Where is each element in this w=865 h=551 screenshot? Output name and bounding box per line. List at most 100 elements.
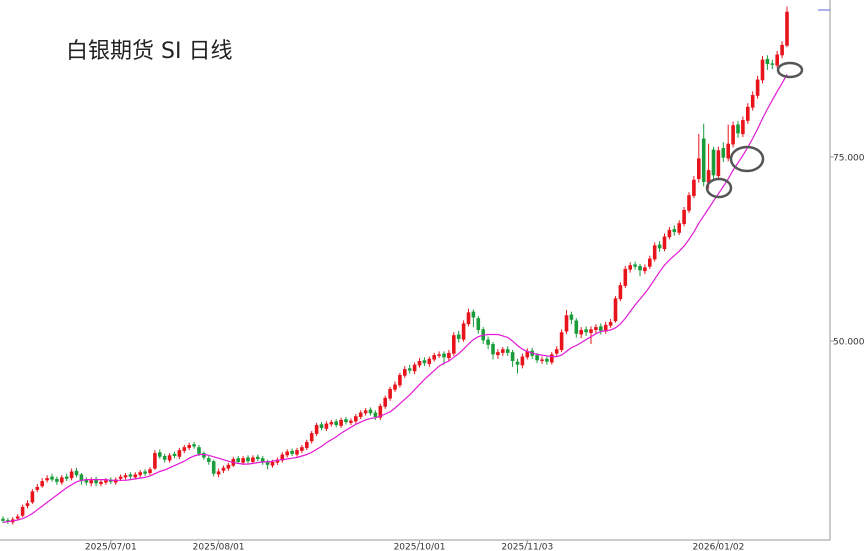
candle-body bbox=[721, 148, 726, 158]
candle-body bbox=[515, 361, 520, 365]
candle-body bbox=[241, 458, 245, 463]
candle-body bbox=[295, 450, 299, 455]
candle-body bbox=[270, 461, 275, 466]
candle-body bbox=[559, 332, 564, 350]
candle-body bbox=[162, 456, 167, 460]
candle-body bbox=[148, 469, 152, 473]
candle-body bbox=[760, 59, 765, 81]
candle-body bbox=[652, 245, 657, 260]
moving-average-line bbox=[2, 74, 788, 523]
candle-body bbox=[373, 412, 378, 417]
candle-body bbox=[775, 54, 779, 66]
candle-body bbox=[716, 150, 721, 177]
candle-body bbox=[290, 450, 294, 454]
candle-body bbox=[45, 478, 49, 481]
candle-body bbox=[128, 474, 133, 477]
candle-body bbox=[398, 374, 402, 386]
candle-body bbox=[354, 416, 358, 422]
candle-body bbox=[667, 229, 672, 238]
candle-body bbox=[30, 491, 35, 503]
candle-body bbox=[427, 358, 432, 364]
candle-body bbox=[35, 486, 40, 490]
candle-body bbox=[574, 320, 579, 334]
candle-body bbox=[638, 265, 642, 271]
candle-body bbox=[672, 229, 677, 233]
candle-body bbox=[177, 450, 182, 457]
candle-body bbox=[564, 315, 569, 332]
candle-body bbox=[358, 412, 363, 417]
candle-body bbox=[746, 106, 750, 121]
candle-body bbox=[765, 58, 770, 65]
candle-body bbox=[407, 368, 412, 371]
candle-body bbox=[692, 179, 696, 196]
candle-body bbox=[123, 475, 128, 478]
candle-body bbox=[309, 433, 314, 442]
candle-body bbox=[633, 264, 637, 267]
candle-body bbox=[319, 424, 324, 429]
x-tick-label: 2026/01/02 bbox=[692, 543, 744, 551]
candle-body bbox=[221, 467, 226, 471]
candle-body bbox=[755, 79, 760, 96]
candle-body bbox=[471, 311, 476, 318]
candle-body bbox=[594, 327, 598, 331]
candle-body bbox=[569, 314, 574, 320]
candle-body bbox=[540, 359, 544, 361]
annotations bbox=[705, 61, 804, 199]
candle-body bbox=[50, 476, 54, 480]
candle-body bbox=[383, 397, 387, 407]
candle-body bbox=[246, 457, 250, 462]
candle-body bbox=[167, 455, 172, 461]
candle-body bbox=[677, 223, 681, 233]
candle-body bbox=[461, 323, 466, 340]
candle-body bbox=[417, 360, 422, 366]
candle-body bbox=[648, 258, 652, 267]
candle-body bbox=[589, 329, 593, 333]
candle-body bbox=[275, 459, 280, 463]
candle-body bbox=[491, 344, 495, 355]
chart-title: 白银期货 SI 日线 bbox=[66, 39, 232, 64]
candle-body bbox=[197, 447, 201, 454]
candle-body bbox=[623, 268, 628, 286]
candle-body bbox=[378, 405, 383, 418]
highlight-circle bbox=[705, 177, 733, 199]
candle-body bbox=[422, 360, 427, 364]
candle-body bbox=[324, 423, 329, 429]
candle-body bbox=[211, 461, 216, 474]
candle-body bbox=[697, 158, 701, 180]
candle-body bbox=[505, 349, 510, 353]
candle-body bbox=[701, 138, 706, 182]
plot-area: 50.000 75.000 2025/07/01 2025/08/01 2025/10/… bbox=[1, 6, 865, 551]
candle-body bbox=[256, 456, 260, 459]
y-tick-label: 50.000 bbox=[833, 338, 865, 348]
candle-body bbox=[550, 354, 554, 363]
candle-body bbox=[368, 409, 373, 414]
candle-body bbox=[158, 452, 162, 457]
candle-body bbox=[74, 470, 79, 476]
candle-body bbox=[300, 447, 304, 451]
candle-body bbox=[260, 458, 265, 463]
y-tick-label: 75.000 bbox=[833, 153, 865, 163]
candle-body bbox=[69, 471, 74, 479]
candle-body bbox=[603, 324, 608, 332]
x-tick-label: 2025/08/01 bbox=[193, 543, 245, 551]
candle-body bbox=[780, 44, 784, 56]
candle-body bbox=[437, 354, 441, 356]
candle-body bbox=[545, 358, 549, 362]
candle-body bbox=[172, 453, 177, 457]
candle-body bbox=[687, 195, 691, 211]
candle-body bbox=[726, 143, 730, 159]
candle-body bbox=[584, 329, 588, 333]
candle-body bbox=[265, 461, 270, 465]
candle-body bbox=[496, 352, 500, 356]
candle-body bbox=[344, 419, 348, 423]
candle-body bbox=[329, 422, 334, 425]
candle-body bbox=[486, 339, 490, 345]
candle-body bbox=[579, 330, 583, 335]
x-tick-label: 2025/10/01 bbox=[394, 543, 446, 551]
candle-body bbox=[662, 236, 667, 250]
candle-body bbox=[192, 444, 196, 447]
candle-body bbox=[432, 355, 436, 360]
candle-body bbox=[251, 457, 255, 462]
candle-body bbox=[15, 516, 20, 519]
